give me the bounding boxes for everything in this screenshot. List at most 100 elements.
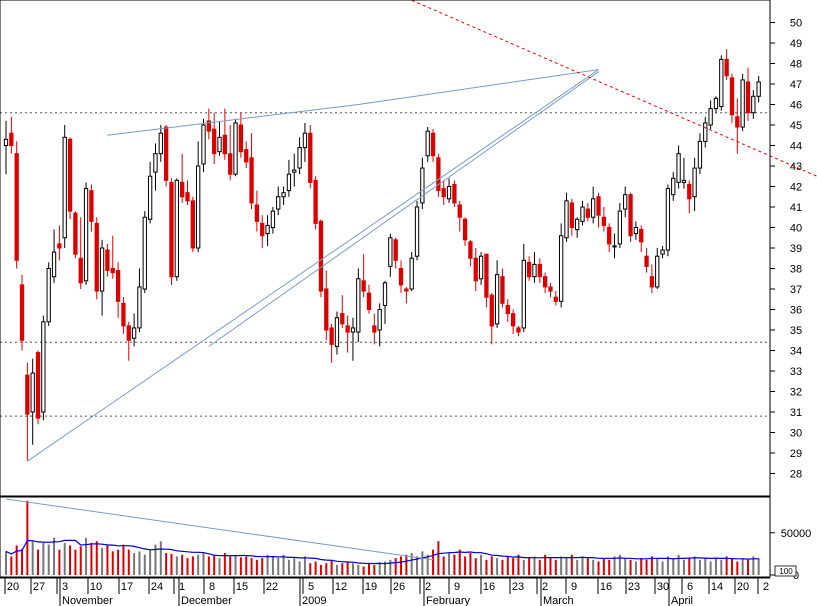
- volume-bar: [554, 559, 557, 575]
- volume-scale-box: [774, 565, 797, 577]
- volume-bar: [464, 556, 467, 575]
- volume-bar: [485, 559, 488, 575]
- volume-bar: [314, 561, 317, 575]
- candle: [569, 198, 574, 236]
- candle-body: [158, 132, 163, 155]
- candle: [345, 315, 350, 353]
- candle: [147, 161, 153, 224]
- candle: [660, 245, 665, 259]
- volume-bar: [490, 556, 493, 575]
- price-tick-label: 37: [790, 284, 802, 296]
- candle-body: [537, 263, 542, 278]
- candle: [404, 286, 409, 304]
- candle-body: [206, 120, 211, 132]
- volume-bar: [741, 558, 744, 575]
- candle: [233, 118, 238, 177]
- candle: [126, 321, 131, 361]
- candle-body: [644, 255, 649, 267]
- candle: [478, 252, 484, 285]
- candle-body: [228, 153, 233, 175]
- candle: [180, 153, 185, 203]
- x-day-label: 26: [393, 581, 405, 593]
- candle: [420, 157, 425, 210]
- candle: [99, 239, 105, 316]
- candle-body: [425, 130, 430, 157]
- candle-body: [19, 284, 25, 341]
- volume-bar: [677, 554, 680, 575]
- x-day-label: 23: [512, 581, 524, 593]
- candle-body: [542, 276, 548, 288]
- volume-bar: [357, 564, 360, 575]
- volume-bar: [213, 554, 216, 575]
- candle: [462, 217, 468, 246]
- volume-bar: [287, 559, 290, 575]
- candle-body: [729, 77, 735, 116]
- volume-bar: [95, 541, 98, 575]
- candle-body: [121, 302, 126, 327]
- volume-bar: [362, 566, 365, 575]
- volume-bar: [570, 554, 573, 575]
- volume-bar: [31, 541, 34, 575]
- candle: [596, 192, 601, 228]
- candle: [142, 211, 147, 294]
- candle-body: [676, 153, 681, 183]
- candle: [121, 297, 126, 335]
- volume-bar: [319, 564, 322, 575]
- candle: [377, 303, 382, 347]
- volume-bar: [746, 559, 749, 575]
- volume-bar: [560, 556, 563, 575]
- volume-bar: [474, 558, 477, 575]
- volume-bar: [378, 562, 381, 575]
- volume-bar: [90, 542, 93, 575]
- x-day-label: 22: [266, 581, 278, 593]
- volume-bar: [730, 558, 733, 575]
- x-day-label: 14: [711, 581, 723, 593]
- x-day-label: 19: [365, 581, 377, 593]
- volume-bar: [149, 549, 152, 575]
- candle: [158, 125, 163, 162]
- volume-bar: [5, 551, 7, 575]
- x-day-label: 15: [236, 581, 248, 593]
- candle-body: [559, 235, 564, 302]
- volume-bar: [282, 554, 285, 575]
- candle-body: [185, 192, 190, 202]
- candle: [382, 280, 388, 324]
- candle-body: [564, 200, 569, 239]
- candle-body: [57, 243, 62, 249]
- candle: [398, 260, 404, 294]
- price-tick-label: 28: [790, 469, 802, 481]
- candle: [185, 180, 190, 205]
- candle-body: [99, 247, 105, 292]
- x-day-label: 9: [454, 581, 460, 593]
- candle: [505, 299, 510, 322]
- volume-bar: [426, 554, 429, 575]
- volume-bar: [682, 559, 685, 575]
- candle-body: [137, 286, 142, 329]
- candle: [671, 172, 676, 201]
- volume-bar: [234, 554, 237, 575]
- price-tick-label: 32: [790, 387, 802, 399]
- candle-body: [313, 179, 318, 224]
- candle-body: [131, 327, 137, 339]
- volume-bar: [37, 549, 40, 575]
- volume-bar: [154, 544, 157, 575]
- x-day-label: 1: [179, 581, 185, 593]
- candle-body: [345, 325, 350, 333]
- x-day-label: 30: [657, 581, 669, 593]
- candle: [41, 315, 46, 421]
- candle: [729, 73, 735, 123]
- candle: [201, 118, 206, 173]
- candle-body: [697, 140, 703, 169]
- candle: [425, 127, 430, 162]
- volume-bar: [309, 563, 312, 575]
- volume-bar: [341, 563, 344, 575]
- candle-body: [35, 352, 41, 419]
- candle-body: [596, 196, 601, 216]
- volume-bar: [666, 556, 669, 575]
- candle-body: [270, 210, 276, 229]
- volume-bar: [143, 554, 146, 575]
- candle: [542, 272, 548, 294]
- volume-bar: [15, 545, 18, 575]
- x-day-label: 6: [687, 581, 693, 593]
- candle: [436, 153, 441, 197]
